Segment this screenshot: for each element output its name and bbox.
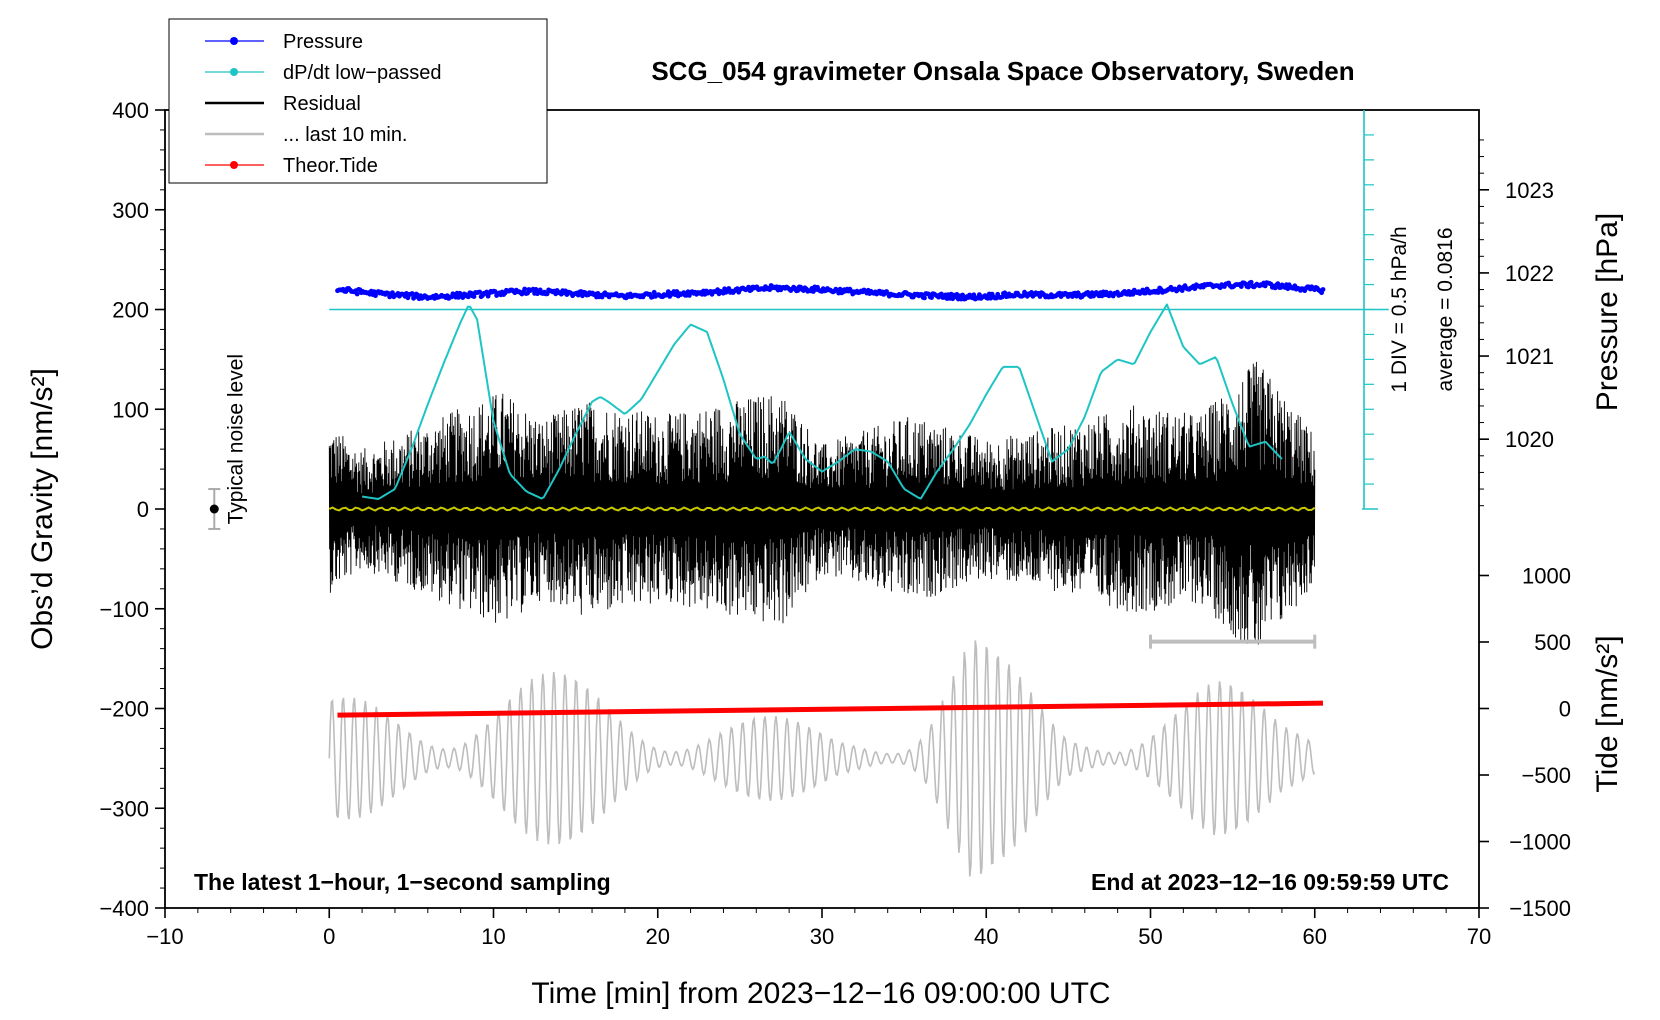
pressure-point bbox=[409, 291, 415, 296]
x-tick-label: 60 bbox=[1303, 924, 1327, 949]
pressure-point bbox=[971, 292, 977, 298]
pressure-point bbox=[466, 294, 471, 300]
legend-box bbox=[168, 18, 548, 184]
pressure-point bbox=[460, 295, 466, 300]
tide-tick-label: 0 bbox=[1559, 697, 1571, 722]
pressure-point bbox=[960, 292, 965, 298]
series-last-10-min-line bbox=[328, 640, 1316, 877]
pressure-point bbox=[1155, 290, 1161, 295]
y-tick-label: −400 bbox=[99, 896, 149, 921]
pressure-tick-label: 1023 bbox=[1505, 178, 1554, 203]
x-tick-label: 50 bbox=[1138, 924, 1162, 949]
tide-tick-label: −1500 bbox=[1509, 896, 1571, 921]
x-axis: −10 0 10 20 30 40 50 60 70 bbox=[146, 908, 1491, 949]
y-axis-title: Obs’d Gravity [nm/s²] bbox=[26, 368, 59, 650]
x-tick-label: 30 bbox=[810, 924, 834, 949]
pressure-point bbox=[471, 294, 477, 299]
series-theor-tide-line bbox=[337, 700, 1323, 718]
pressure-point bbox=[1037, 294, 1043, 299]
pressure-point bbox=[922, 295, 927, 301]
dpdt-average-label: average = 0.0816 bbox=[1434, 227, 1457, 391]
pressure-point bbox=[1248, 279, 1254, 285]
pressure-point bbox=[1320, 287, 1326, 292]
pressure-tick-label: 1022 bbox=[1505, 261, 1554, 286]
pressure-point bbox=[795, 288, 801, 293]
pressure-point bbox=[1238, 284, 1244, 289]
annotation-end-time: End at 2023−12−16 09:59:59 UTC bbox=[1091, 869, 1449, 895]
pressure-axis: 1020 1021 1022 1023 bbox=[1479, 139, 1554, 507]
dpdt-scale bbox=[329, 110, 1389, 510]
legend-item: ... last 10 min. bbox=[205, 124, 408, 146]
y-tick-label: 100 bbox=[112, 397, 149, 422]
legend-item: Theor.Tide bbox=[205, 155, 378, 177]
y-tick-label: −200 bbox=[99, 697, 149, 722]
series-residual-lowpass-line bbox=[328, 506, 1316, 512]
x-tick-label: 0 bbox=[323, 924, 335, 949]
legend-swatch-marker bbox=[230, 161, 238, 169]
x-axis-title: Time [min] from 2023−12−16 09:00:00 UTC bbox=[531, 977, 1110, 1010]
tide-tick-label: 500 bbox=[1534, 630, 1571, 655]
noise-level-marker bbox=[208, 488, 221, 530]
legend-label: Pressure bbox=[283, 31, 363, 53]
x-tick-label: 70 bbox=[1467, 924, 1491, 949]
pressure-point bbox=[1275, 281, 1281, 287]
pressure-point bbox=[1002, 290, 1008, 296]
legend-swatch-marker bbox=[230, 68, 238, 76]
pressure-tick-label: 1020 bbox=[1505, 427, 1554, 452]
y-tick-label: 0 bbox=[137, 497, 149, 522]
legend: Pressure dP/dt low−passed Residual ... last… bbox=[168, 18, 548, 184]
tide-axis-title: Tide [nm/s²] bbox=[1591, 635, 1624, 792]
pressure-point bbox=[1245, 284, 1251, 290]
pressure-point bbox=[929, 295, 934, 300]
tide-tick-label: 1000 bbox=[1522, 563, 1571, 588]
series-layer bbox=[328, 279, 1326, 877]
y-tick-label: 400 bbox=[112, 98, 149, 123]
annotation-sampling: The latest 1−hour, 1−second sampling bbox=[194, 869, 611, 895]
series-residual-line bbox=[328, 361, 1316, 645]
legend-swatch-marker bbox=[230, 37, 238, 45]
noise-level-label: Typical noise level bbox=[224, 354, 247, 524]
last-10-min-span bbox=[1149, 634, 1317, 649]
y-tick-label: −100 bbox=[99, 597, 149, 622]
x-tick-label: 40 bbox=[974, 924, 998, 949]
tide-axis: −1500 −1000 −500 0 500 1000 bbox=[1479, 563, 1571, 921]
legend-item: Residual bbox=[205, 93, 361, 115]
legend-label: dP/dt low−passed bbox=[283, 62, 441, 84]
y-axis: −400 −300 −200 −100 0 100 200 300 400 bbox=[99, 98, 165, 921]
x-tick-label: −10 bbox=[146, 924, 183, 949]
chart-title: SCG_054 gravimeter Onsala Space Observat… bbox=[651, 56, 1354, 86]
y-tick-label: 200 bbox=[112, 298, 149, 323]
x-tick-label: 10 bbox=[481, 924, 505, 949]
legend-label: Theor.Tide bbox=[283, 155, 378, 177]
legend-item: dP/dt low−passed bbox=[205, 62, 441, 84]
pressure-point bbox=[999, 294, 1005, 300]
legend-label: Residual bbox=[283, 93, 361, 115]
legend-item: Pressure bbox=[205, 31, 363, 53]
noise-point bbox=[209, 504, 219, 514]
pressure-point bbox=[544, 291, 550, 297]
pressure-point bbox=[477, 289, 483, 295]
pressure-point bbox=[522, 286, 528, 292]
dpdt-scale-label: 1 DIV = 0.5 hPa/h bbox=[1388, 226, 1411, 392]
pressure-axis-title: Pressure [hPa] bbox=[1591, 213, 1624, 411]
x-tick-label: 20 bbox=[646, 924, 670, 949]
series-pressure bbox=[335, 279, 1326, 302]
tide-tick-label: −1000 bbox=[1509, 830, 1571, 855]
y-tick-label: −300 bbox=[99, 796, 149, 821]
tide-tick-label: −500 bbox=[1521, 763, 1571, 788]
legend-label: ... last 10 min. bbox=[283, 124, 408, 146]
pressure-point bbox=[354, 291, 360, 297]
y-tick-label: 300 bbox=[112, 198, 149, 223]
series-dpdt-line bbox=[361, 303, 1283, 500]
pressure-tick-label: 1021 bbox=[1505, 344, 1554, 369]
